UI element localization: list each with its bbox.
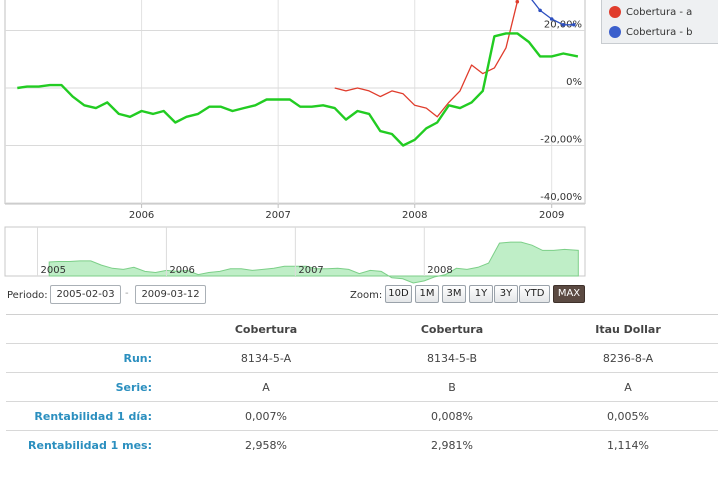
table-row: Run: 8134-5-A 8134-5-B 8236-8-A <box>6 343 718 373</box>
navigator-chart[interactable]: 2005 2006 2007 2008 <box>4 226 586 284</box>
table-cell: B <box>366 372 538 402</box>
zoom-10d-button[interactable]: 10D <box>385 285 412 303</box>
zoom-ytd-button[interactable]: YTD <box>519 285 550 303</box>
table-cell: 8236-8-A <box>538 343 718 373</box>
main-chart-series <box>17 0 579 147</box>
x-tick-label: 2006 <box>129 210 154 221</box>
table-cell: 0,005% <box>538 401 718 431</box>
table-cell: 1,114% <box>538 430 718 460</box>
table-cell: 0,007% <box>166 401 366 431</box>
table-header-cobertura-b: Cobertura <box>366 314 538 344</box>
table-cell: 2,958% <box>166 430 366 460</box>
legend-label: Cobertura - a <box>626 6 693 18</box>
navigator-tick-label: 2007 <box>298 265 323 276</box>
table-cell: A <box>538 372 718 402</box>
table-row: Rentabilidad 1 día: 0,007% 0,008% 0,005% <box>6 401 718 431</box>
table-header-itau-dollar: Itau Dollar <box>538 314 718 344</box>
table-row: Rentabilidad 1 mes: 2,958% 2,981% 1,114% <box>6 430 718 460</box>
x-tick-label: 2008 <box>402 210 427 221</box>
navigator-tick-label: 2006 <box>169 265 194 276</box>
series-point <box>561 22 566 27</box>
table-cell: A <box>166 372 366 402</box>
series-line-itau-dollar <box>17 32 579 147</box>
x-tick-label: 2007 <box>265 210 290 221</box>
main-chart-grid <box>4 0 586 205</box>
navigator-area <box>48 241 579 284</box>
table-header-row: Cobertura Cobertura Itau Dollar <box>6 314 718 344</box>
red-dot-icon <box>609 6 621 18</box>
zoom-3y-button[interactable]: 3Y <box>494 285 518 303</box>
table-row: Serie: A B A <box>6 372 718 402</box>
series-point <box>571 22 576 27</box>
navigator-tick-label: 2005 <box>40 265 65 276</box>
zoom-max-button[interactable]: MAX <box>553 285 585 303</box>
table-cell: 8134-5-B <box>366 343 538 373</box>
row-label-rent-1-mes: Rentabilidad 1 mes: <box>6 430 166 460</box>
table-cell: 8134-5-A <box>166 343 366 373</box>
date-separator: - <box>125 288 129 299</box>
start-date-input[interactable] <box>50 285 121 304</box>
x-tick-label: 2009 <box>539 210 564 221</box>
y-tick-label: 0% <box>566 77 582 88</box>
zoom-1m-button[interactable]: 1M <box>415 285 439 303</box>
legend-label: Cobertura - b <box>626 26 693 38</box>
series-point <box>515 0 520 4</box>
table-cell: 0,008% <box>366 401 538 431</box>
blue-dot-icon <box>609 26 621 38</box>
zoom-1y-button[interactable]: 1Y <box>469 285 493 303</box>
legend-item-cobertura-b[interactable]: Cobertura - b <box>609 24 693 40</box>
chart-area: 200620072008200920,00%0%-20,00%-40,00% 2… <box>4 0 586 284</box>
end-date-input[interactable] <box>135 285 206 304</box>
series-point <box>549 17 554 21</box>
fund-info-table: Cobertura Cobertura Itau Dollar Run: 813… <box>6 314 718 460</box>
row-label-run: Run: <box>6 343 166 373</box>
y-tick-label: -20,00% <box>540 135 582 146</box>
zoom-3m-button[interactable]: 3M <box>442 285 466 303</box>
series-point <box>538 8 542 13</box>
zoom-label: Zoom: <box>350 290 383 301</box>
table-cell: 2,981% <box>366 430 538 460</box>
y-tick-label: -40,00% <box>540 192 582 203</box>
table-header-cobertura-a: Cobertura <box>166 314 366 344</box>
legend-item-cobertura-a[interactable]: Cobertura - a <box>609 4 692 20</box>
navigator-tick-label: 2008 <box>427 265 452 276</box>
range-controls: Periodo: - Zoom: 10D 1M 3M 1Y 3Y YTD MAX <box>0 285 718 305</box>
row-label-serie: Serie: <box>6 372 166 402</box>
series-line-cobertura-a <box>334 0 519 118</box>
period-label: Periodo: <box>7 290 48 301</box>
table-header-empty <box>6 314 166 344</box>
row-label-rent-1-dia: Rentabilidad 1 día: <box>6 401 166 431</box>
chart-legend: Cobertura - a Cobertura - b <box>601 0 718 44</box>
